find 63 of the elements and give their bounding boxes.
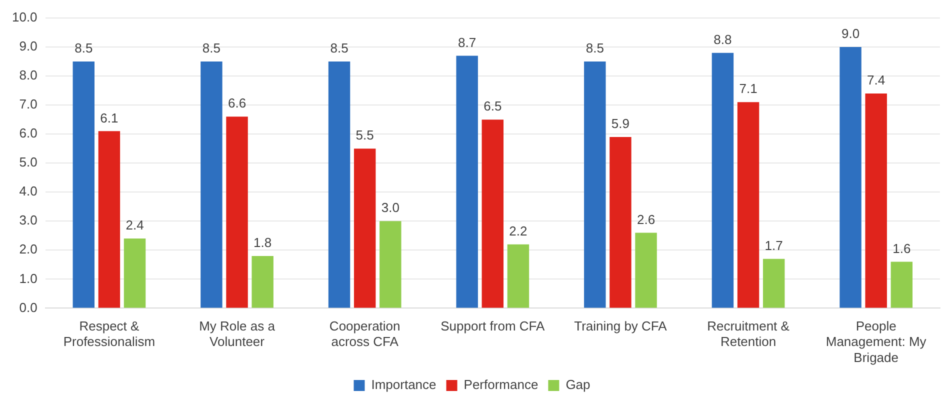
data-label: 1.8 <box>254 235 272 250</box>
bar <box>456 56 478 308</box>
bar <box>72 62 95 308</box>
data-label: 2.6 <box>636 212 656 227</box>
y-tick-label: 2.0 <box>19 242 38 257</box>
bar <box>890 262 913 308</box>
bar <box>200 62 222 308</box>
data-label: 6.1 <box>100 110 118 126</box>
y-tick-label: 5.0 <box>19 154 38 170</box>
data-label: 6.5 <box>484 98 502 114</box>
data-label: 8.5 <box>330 40 348 56</box>
data-label: 1.7 <box>764 238 783 253</box>
bar <box>584 62 606 308</box>
bar <box>737 102 760 308</box>
x-tick-label: People Management: My Brigade <box>826 318 927 365</box>
y-tick-label: 4.0 <box>19 184 38 199</box>
legend-label: Importance <box>371 377 436 392</box>
x-tick-label: Support from CFA <box>440 318 545 334</box>
y-tick-label: 7.0 <box>19 96 38 112</box>
y-tick-label: 1.0 <box>19 270 38 286</box>
bar <box>865 93 887 308</box>
bar <box>252 256 274 308</box>
bar <box>380 221 402 308</box>
y-tick-label: 6.0 <box>19 126 38 141</box>
x-tick-label: Cooperation across CFA <box>329 318 400 350</box>
bar <box>226 116 248 308</box>
bar <box>124 238 146 308</box>
x-tick-label: Training by CFA <box>574 318 668 334</box>
data-label: 2.4 <box>126 218 144 233</box>
data-label: 5.9 <box>611 116 630 132</box>
y-tick-label: 8.0 <box>19 68 38 83</box>
bar <box>328 62 350 308</box>
x-tick-label: My Role as a Volunteer <box>199 318 276 350</box>
data-label: 2.2 <box>509 223 528 238</box>
data-label: 8.5 <box>202 40 220 56</box>
data-label: 9.0 <box>841 26 860 42</box>
data-label: 5.5 <box>356 128 374 143</box>
bar <box>482 120 504 308</box>
bar <box>635 232 657 308</box>
bar <box>712 52 734 308</box>
bar <box>98 131 120 308</box>
x-tick-label: Respect & Professionalism <box>63 318 156 350</box>
data-label: 1.6 <box>892 240 911 256</box>
bar <box>610 136 632 308</box>
legend-label: Gap <box>566 377 590 392</box>
data-label: 7.1 <box>739 81 758 96</box>
data-label: 8.8 <box>714 32 732 47</box>
bar <box>507 244 530 308</box>
data-label: 8.7 <box>458 34 476 50</box>
data-label: 7.4 <box>867 72 886 88</box>
data-label: 6.6 <box>228 96 246 111</box>
data-label: 3.0 <box>381 200 400 216</box>
x-tick-label: Recruitment & Retention <box>707 318 790 350</box>
data-label: 8.5 <box>586 40 604 56</box>
y-tick-label: 3.0 <box>19 212 38 228</box>
bar <box>840 47 862 308</box>
y-tick-label: 10.0 <box>12 10 38 25</box>
legend-label: Performance <box>464 377 538 392</box>
data-label: 8.5 <box>74 40 93 56</box>
bar <box>762 258 785 308</box>
bar <box>354 148 376 308</box>
y-tick-label: 9.0 <box>19 38 38 54</box>
y-tick-label: 0.0 <box>19 300 38 315</box>
